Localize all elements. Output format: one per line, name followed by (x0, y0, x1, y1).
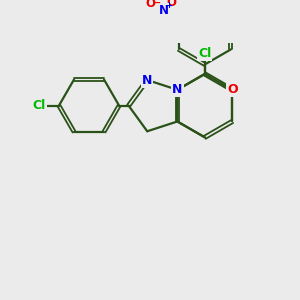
Text: O: O (146, 0, 156, 10)
Text: N: N (172, 83, 182, 96)
Text: +: + (166, 1, 172, 10)
Text: O: O (227, 83, 238, 96)
Text: N: N (142, 74, 152, 86)
Text: O: O (167, 0, 177, 9)
Text: −: − (152, 0, 160, 8)
Text: Cl: Cl (33, 99, 46, 112)
Text: N: N (159, 4, 169, 17)
Text: Cl: Cl (198, 47, 212, 60)
